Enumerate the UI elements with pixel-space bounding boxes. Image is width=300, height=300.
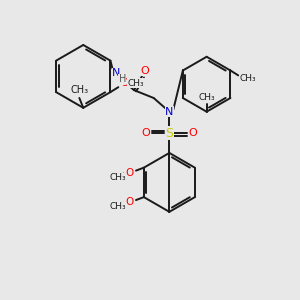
Text: CH₃: CH₃ — [109, 202, 126, 211]
Text: O: O — [141, 128, 150, 138]
Text: CH₃: CH₃ — [109, 173, 126, 182]
Text: CH₃: CH₃ — [128, 79, 144, 88]
Text: CH₃: CH₃ — [70, 85, 88, 95]
Text: CH₃: CH₃ — [198, 92, 215, 101]
Text: O: O — [188, 128, 197, 138]
Text: H: H — [118, 74, 126, 84]
Text: N: N — [165, 107, 173, 117]
Text: S: S — [165, 127, 173, 140]
Text: N: N — [112, 68, 121, 78]
Text: CH₃: CH₃ — [240, 74, 256, 83]
Text: O: O — [120, 78, 128, 88]
Text: O: O — [125, 168, 133, 178]
Text: O: O — [125, 197, 133, 207]
Text: O: O — [140, 65, 149, 76]
